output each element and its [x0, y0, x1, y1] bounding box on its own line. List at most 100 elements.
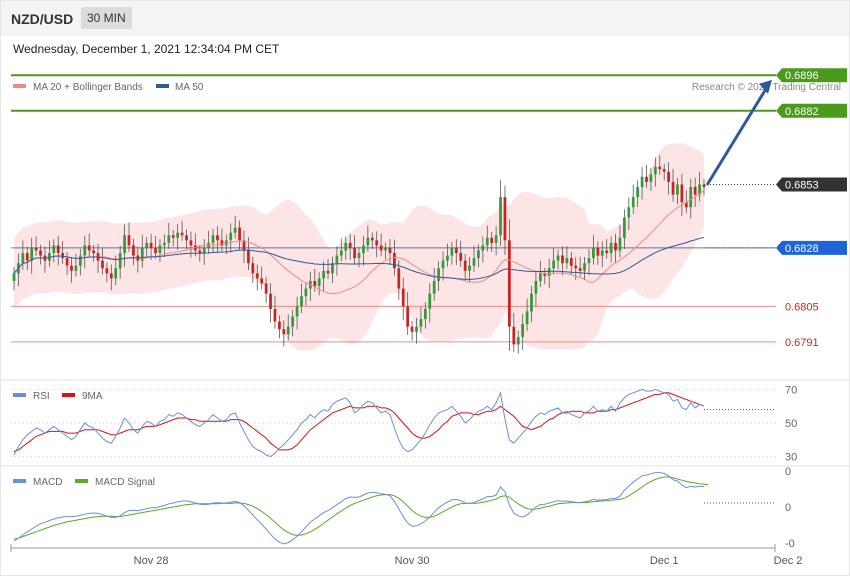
candle-body: [627, 207, 631, 218]
candle-body: [335, 255, 339, 264]
candle-body: [384, 247, 387, 251]
candle-body: [401, 288, 405, 307]
candle-body: [295, 306, 299, 317]
legend-rsi-swatch: [13, 393, 26, 397]
candle-body: [494, 235, 498, 243]
x-tick-label: Nov 28: [134, 555, 169, 567]
candle-body: [286, 326, 290, 335]
candle-body: [485, 237, 489, 246]
candle-body: [631, 197, 635, 208]
price-tag-current: [776, 177, 847, 192]
candle-body: [65, 258, 69, 266]
candle-body: [614, 242, 617, 251]
candle-body: [530, 293, 533, 312]
candle-body: [521, 324, 525, 337]
x-tick-label: Nov 30: [395, 555, 430, 567]
candle-body: [406, 306, 410, 327]
candle-body: [450, 247, 454, 256]
candle-body: [574, 265, 578, 269]
candle-body: [229, 232, 233, 241]
candle-body: [339, 250, 343, 256]
candle-body: [149, 242, 153, 248]
candle-body: [596, 247, 600, 256]
price-label-resistance: 0.6882: [785, 106, 819, 118]
candle-body: [583, 263, 586, 271]
candle-body: [499, 197, 502, 236]
candle-body: [428, 293, 432, 309]
rsi-layer: 70 50 30: [11, 384, 797, 464]
legend-macd-signal-label: MACD Signal: [95, 477, 155, 488]
candle-body: [348, 242, 352, 248]
candle-body: [185, 235, 188, 241]
timeframe-badge[interactable]: 30 MIN: [81, 7, 132, 29]
candle-body: [684, 202, 688, 208]
bollinger-band-layer: [14, 142, 704, 351]
candle-body: [12, 273, 16, 281]
candle-body: [468, 265, 471, 271]
candle-body: [366, 237, 370, 246]
legend-rsi-ma-label: 9MA: [82, 391, 103, 402]
candle-body: [605, 250, 609, 254]
candle-body: [83, 245, 87, 256]
candle-body: [291, 316, 295, 327]
candle-body: [180, 232, 184, 236]
candle-body: [534, 280, 538, 294]
candle-body: [238, 227, 241, 241]
candle-body: [300, 296, 303, 307]
currency-pair-title: NZD/USD: [11, 11, 74, 27]
candle-body: [123, 235, 126, 254]
candle-body: [481, 245, 485, 251]
price-label-current: 0.6853: [785, 179, 819, 191]
candle-body: [25, 253, 29, 261]
candle-body: [645, 176, 648, 182]
price-tag-resistance: [776, 68, 847, 83]
candle-body: [689, 186, 693, 208]
legend-macd-swatch: [13, 479, 26, 483]
candle-body: [132, 245, 135, 256]
candle-body: [198, 250, 202, 254]
macd-line: [13, 472, 705, 545]
candle-body: [370, 237, 374, 241]
candle-body: [472, 258, 476, 266]
candle-body: [423, 308, 427, 320]
candle-body: [565, 258, 569, 264]
candle-body: [167, 235, 171, 243]
projection-arrow-head: [759, 79, 772, 94]
candle-body: [251, 263, 255, 274]
candle-body: [322, 270, 325, 279]
candle-body: [255, 273, 259, 279]
rsi-tick-label: 30: [785, 452, 797, 464]
candle-body: [362, 245, 365, 254]
macd-tick-label: 0: [785, 502, 791, 514]
candle-body: [154, 247, 157, 254]
price-tag-resistance: [776, 103, 847, 118]
moving-averages-layer: [13, 79, 772, 295]
legend-ma20-label: MA 20 + Bollinger Bands: [33, 82, 143, 93]
candle-body: [415, 326, 418, 332]
bollinger-band: [14, 142, 704, 351]
x-tick-label: Dec 1: [650, 555, 679, 567]
candle-body: [379, 245, 383, 251]
candle-body: [640, 176, 644, 187]
candle-body: [269, 293, 272, 309]
price-levels-layer: [11, 74, 776, 343]
candle-body: [101, 260, 104, 269]
rsi-ma-line: [13, 392, 705, 453]
price-labels-layer: 0.6896 0.6882 0.6853 0.6828 0.6805 0.6791: [776, 68, 847, 349]
candle-body: [538, 273, 542, 281]
candle-body: [313, 280, 317, 287]
price-label-support: 0.6805: [785, 301, 819, 313]
legend-ma50-label: MA 50: [175, 82, 204, 93]
legend-macd-signal-swatch: [75, 479, 88, 483]
candle-body: [61, 253, 65, 259]
candle-body: [578, 268, 582, 271]
rsi-tick-label: 70: [785, 384, 797, 396]
legend-ma20-swatch: [13, 84, 26, 88]
candle-body: [87, 245, 91, 251]
candle-body: [163, 242, 166, 246]
candle-body: [273, 308, 277, 322]
candle-body: [247, 250, 250, 264]
candle-body: [114, 268, 118, 279]
candle-body: [264, 283, 268, 294]
candle-body: [667, 171, 670, 182]
